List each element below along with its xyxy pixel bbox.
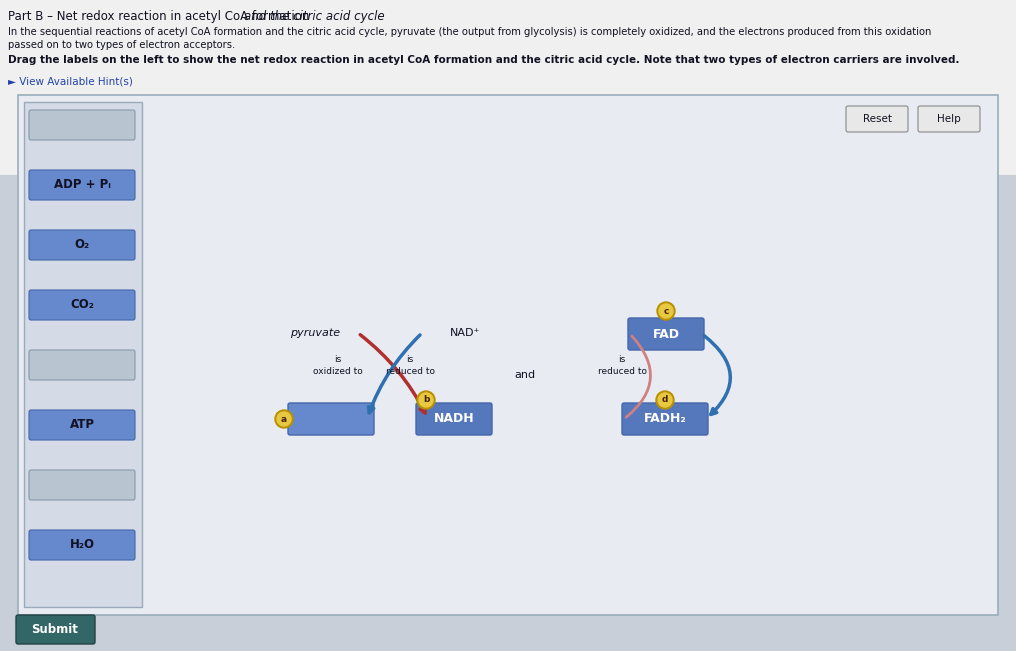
FancyBboxPatch shape xyxy=(16,615,96,644)
Text: Reset: Reset xyxy=(863,114,891,124)
FancyBboxPatch shape xyxy=(29,530,135,560)
FancyBboxPatch shape xyxy=(288,403,374,435)
Bar xyxy=(24,102,142,607)
Circle shape xyxy=(658,393,672,407)
Text: reduced to: reduced to xyxy=(597,368,646,376)
Text: ► View Available Hint(s): ► View Available Hint(s) xyxy=(8,76,133,86)
Circle shape xyxy=(656,391,674,409)
FancyBboxPatch shape xyxy=(628,318,704,350)
Text: and the citric acid cycle: and the citric acid cycle xyxy=(244,10,385,23)
Text: FADH₂: FADH₂ xyxy=(643,413,687,426)
Text: O₂: O₂ xyxy=(74,238,89,251)
Text: passed on to two types of electron acceptors.: passed on to two types of electron accep… xyxy=(8,40,236,50)
Text: a: a xyxy=(281,415,288,424)
Text: b: b xyxy=(423,396,429,404)
Circle shape xyxy=(659,304,673,318)
Text: Part B – Net redox reaction in acetyl CoA formation: Part B – Net redox reaction in acetyl Co… xyxy=(8,10,313,23)
Circle shape xyxy=(277,412,291,426)
Text: Submit: Submit xyxy=(31,623,78,636)
Text: Help: Help xyxy=(937,114,961,124)
Text: In the sequential reactions of acetyl CoA formation and the citric acid cycle, p: In the sequential reactions of acetyl Co… xyxy=(8,27,932,37)
Text: reduced to: reduced to xyxy=(385,368,435,376)
Circle shape xyxy=(417,391,435,409)
Text: oxidized to: oxidized to xyxy=(313,368,363,376)
Text: is: is xyxy=(334,355,341,365)
FancyBboxPatch shape xyxy=(29,110,135,140)
Text: is: is xyxy=(619,355,626,365)
Text: ATP: ATP xyxy=(69,419,94,432)
Text: ADP + Pᵢ: ADP + Pᵢ xyxy=(54,178,111,191)
Circle shape xyxy=(419,393,433,407)
FancyBboxPatch shape xyxy=(29,290,135,320)
FancyBboxPatch shape xyxy=(29,350,135,380)
FancyBboxPatch shape xyxy=(846,106,908,132)
Circle shape xyxy=(275,410,293,428)
FancyBboxPatch shape xyxy=(622,403,708,435)
Bar xyxy=(18,95,998,615)
Text: c: c xyxy=(663,307,669,316)
Text: d: d xyxy=(661,396,669,404)
Text: FAD: FAD xyxy=(652,327,680,340)
Circle shape xyxy=(657,302,675,320)
Text: NADH: NADH xyxy=(434,413,474,426)
FancyBboxPatch shape xyxy=(29,410,135,440)
Text: CO₂: CO₂ xyxy=(70,299,93,311)
Text: pyruvate: pyruvate xyxy=(290,328,340,338)
Text: H₂O: H₂O xyxy=(69,538,94,551)
Bar xyxy=(0,0,1016,175)
Text: and: and xyxy=(514,370,535,380)
FancyBboxPatch shape xyxy=(918,106,980,132)
Text: is: is xyxy=(406,355,414,365)
FancyBboxPatch shape xyxy=(29,230,135,260)
FancyBboxPatch shape xyxy=(416,403,492,435)
Text: Drag the labels on the left to show the net redox reaction in acetyl CoA formati: Drag the labels on the left to show the … xyxy=(8,55,959,65)
FancyBboxPatch shape xyxy=(29,470,135,500)
Text: NAD⁺: NAD⁺ xyxy=(450,328,480,338)
FancyBboxPatch shape xyxy=(29,170,135,200)
